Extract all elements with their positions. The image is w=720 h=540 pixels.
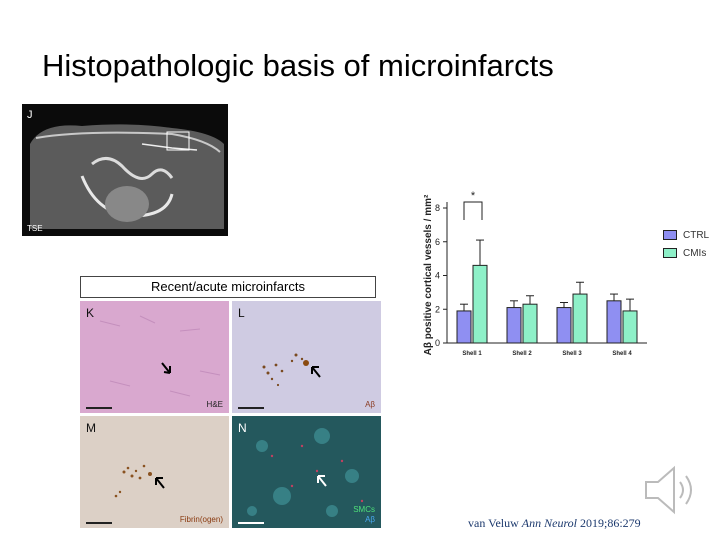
bar-ctrl [606,300,622,344]
arrow-icon [155,477,165,489]
panel-letter-k: K [86,306,95,320]
panel-letter-j: J [27,109,33,121]
abeta-stain-image [262,353,321,387]
panel-letter-n: N [238,421,247,435]
speaker-icon[interactable] [638,462,700,518]
x-tick-label: Shell 2 [512,351,532,357]
stain-label-smcs: SMCs [353,505,375,514]
bar-cmis [522,303,538,344]
histology-caption: Recent/acute microinfarcts [80,276,376,298]
legend-swatch-ctrl [663,230,677,240]
slide-title: Histopathologic basis of microinfarcts [42,48,554,83]
mri-stain-label: TSE [27,224,43,233]
scale-bar [238,407,264,409]
citation: van Veluw Ann Neurol 2019;86:279 [468,516,641,531]
stain-label-abeta: Aβ [365,400,375,409]
bar-cmis [572,293,588,344]
y-tick-label: 6 [435,237,440,247]
panel-letter-m: M [86,421,96,435]
legend-swatch-cmis [663,248,677,258]
significance-bracket [463,201,483,220]
arrow-icon [317,475,327,487]
legend-label-cmis: CMIs [683,247,707,259]
histology-tile-k: K H&E [80,301,229,413]
y-tick-label: 0 [435,338,440,348]
arrow-icon [311,366,321,378]
scale-bar [86,407,112,409]
mri-panel: J TSE [22,104,228,236]
x-tick-label: Shell 1 [462,351,482,357]
fluorescence-image [247,428,364,517]
chart-legend: CTRL CMIs [663,226,709,262]
y-axis-label: Aβ positive cortical vessels / mm² [423,194,434,355]
histology-tile-l: L Aβ [232,301,381,413]
x-tick-label: Shell 4 [612,351,632,357]
x-tick-label: Shell 3 [562,351,582,357]
stain-label-fibrinogen: Fibrin(ogen) [179,515,223,524]
bar-ctrl [556,307,572,344]
citation-details: 2019;86:279 [580,516,641,530]
he-stain-image [99,315,221,397]
panel-letter-l: L [238,306,245,320]
bar-ctrl [456,310,472,344]
bar-cmis [472,264,488,344]
y-tick-label: 8 [435,203,440,213]
arrow-icon [161,362,171,374]
citation-journal: Ann Neurol [521,516,577,530]
legend-label-ctrl: CTRL [683,229,710,241]
citation-authors: van Veluw [468,516,519,530]
histology-tile-m: M Fibrin(ogen) [80,416,229,528]
fibrinogen-stain-image [114,464,165,498]
bar-chart: Aβ positive cortical vessels / mm² 0 2 4 6 8… [423,190,647,357]
stain-label-he: H&E [206,400,223,409]
stain-label-abeta-n: Aβ [365,515,375,524]
legend-item-cmis: CMIs [663,244,709,262]
scale-bar [86,522,112,524]
y-tick-label: 4 [435,271,440,281]
bar-cmis [622,310,638,344]
scale-bar [238,522,264,524]
bar-ctrl [506,307,522,344]
significance-star: * [471,190,476,202]
mri-image [30,124,224,229]
y-tick-label: 2 [435,304,440,314]
histology-tile-n: N SMCs Aβ [232,416,381,528]
legend-item-ctrl: CTRL [663,226,709,244]
